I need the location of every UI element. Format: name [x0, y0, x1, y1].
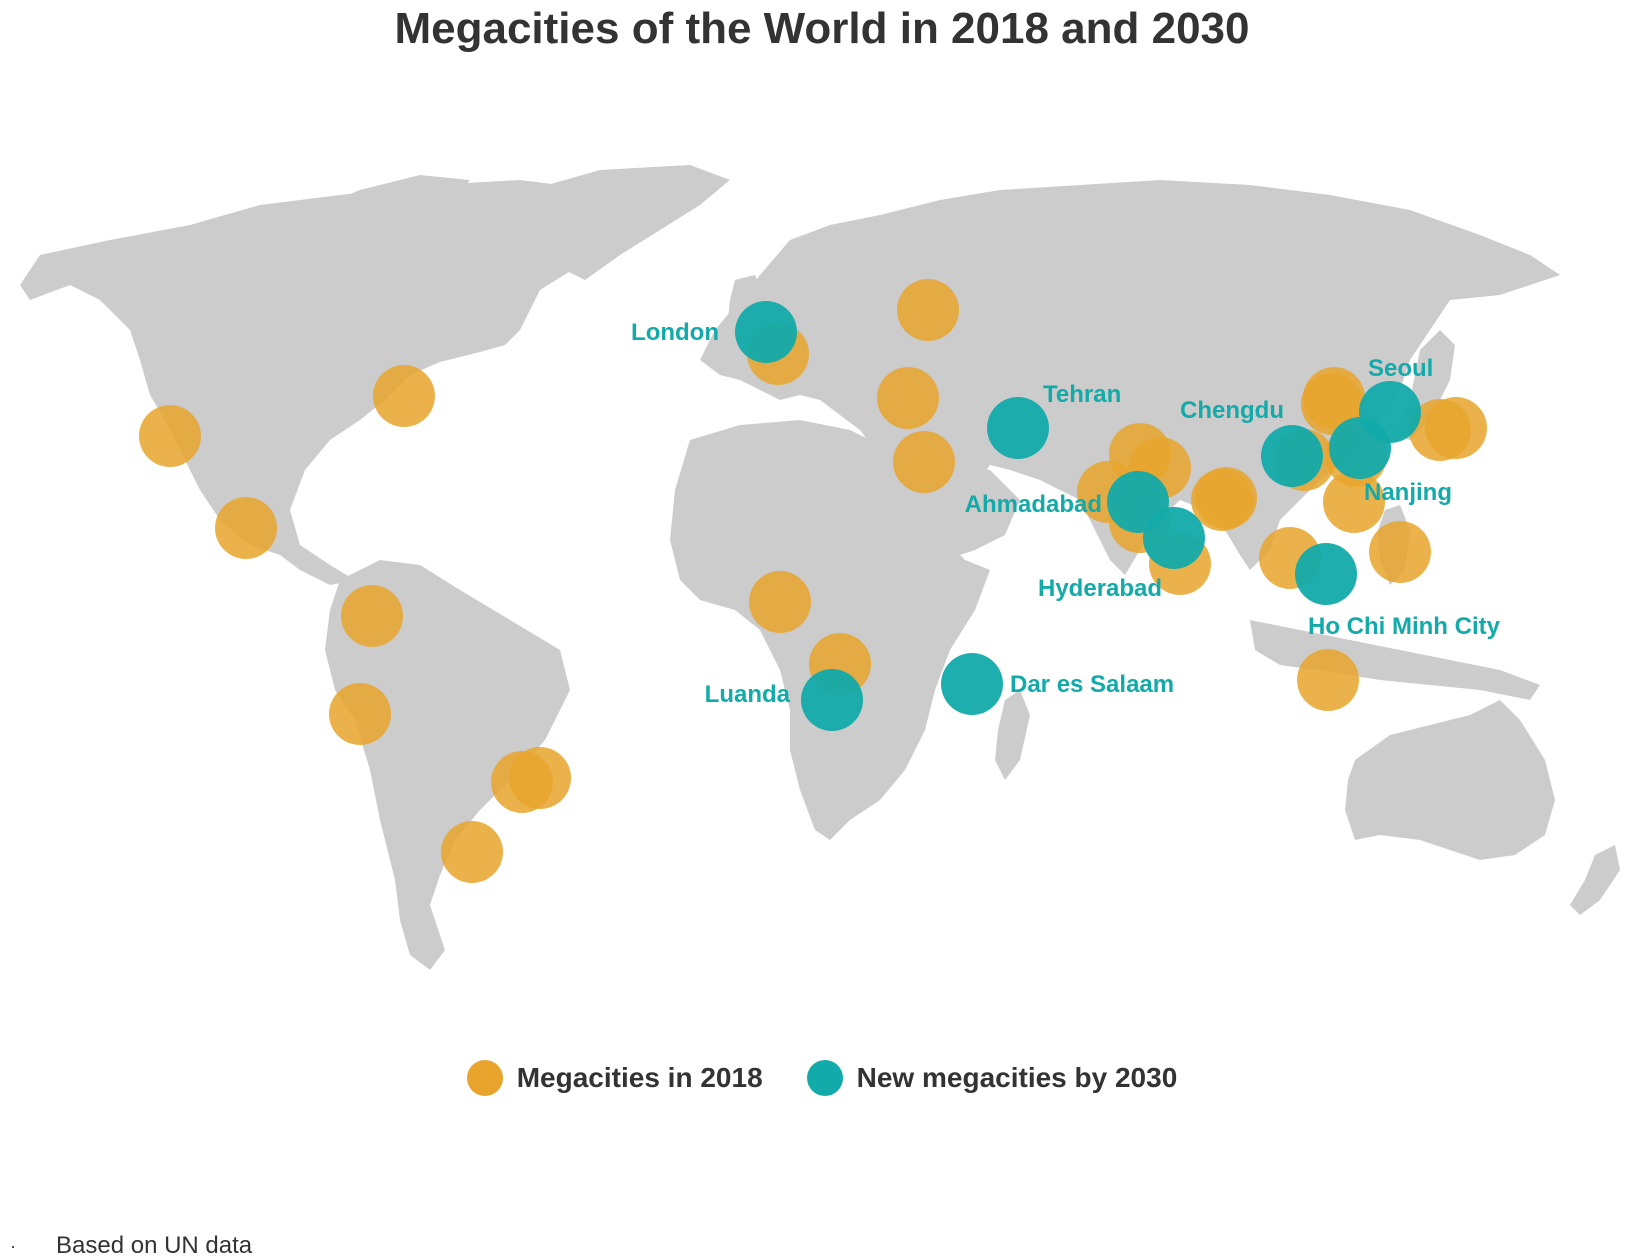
orange-circle-icon — [466, 1060, 503, 1096]
megacity-2018-marker-4 — [341, 585, 403, 647]
megacity-2018-marker-24 — [1303, 367, 1365, 429]
label-ahmadabad: Ahmadabad — [965, 491, 1102, 518]
megacity-2018-marker-11 — [877, 367, 939, 429]
south-america-shape — [325, 560, 570, 970]
megacity-2018-marker-10 — [897, 279, 959, 341]
megacity-2018-marker-3 — [215, 497, 277, 559]
label-chengdu: Chengdu — [1180, 397, 1284, 424]
indonesia-shape — [1250, 620, 1540, 700]
label-ho-chi-minh-city: Ho Chi Minh City — [1308, 613, 1501, 640]
legend: Megacities in 2018 New megacities by 203… — [0, 1060, 1644, 1096]
label-london: London — [631, 319, 719, 346]
megacity-markers — [139, 279, 1487, 883]
megacity-2018-marker-6 — [441, 821, 503, 883]
megacity-2018-marker-8 — [509, 747, 571, 809]
city-labels: London Tehran Chengdu Seoul Nanjing Ahma… — [631, 319, 1501, 708]
new-megacity-marker-luanda — [801, 669, 863, 731]
new-megacity-marker-ho-chi-minh-city — [1295, 543, 1357, 605]
footnote-bullet: · — [10, 1235, 16, 1256]
continents — [20, 165, 1620, 970]
new-megacity-marker-london — [735, 301, 797, 363]
arctic-islands-shape — [300, 175, 470, 225]
label-nanjing: Nanjing — [1364, 479, 1452, 506]
megacity-2018-marker-12 — [893, 431, 955, 493]
label-dar-es-salaam: Dar es Salaam — [1010, 671, 1174, 698]
legend-label-2018: Megacities in 2018 — [516, 1062, 763, 1093]
new-megacity-marker-dar-es-salaam — [941, 653, 1003, 715]
megacity-2018-marker-1 — [139, 405, 201, 467]
megacity-2018-marker-5 — [329, 683, 391, 745]
africa-shape — [670, 420, 990, 840]
greenland-shape — [530, 165, 730, 280]
new-megacity-marker-chengdu — [1261, 425, 1323, 487]
megacity-2018-marker-26 — [1323, 471, 1385, 533]
north-america-shape — [20, 180, 615, 585]
footnote: · Based on UN data — [10, 1232, 252, 1260]
megacity-2018-marker-13 — [749, 571, 811, 633]
new-megacity-marker-tehran — [987, 397, 1049, 459]
label-hyderabad: Hyderabad — [1038, 575, 1162, 602]
teal-circle-icon — [806, 1060, 843, 1096]
legend-item-2030: New megacities by 2030 — [806, 1060, 1178, 1096]
label-seoul: Seoul — [1368, 355, 1433, 382]
australia-shape — [1345, 700, 1555, 860]
megacity-2018-marker-29 — [1369, 521, 1431, 583]
megacity-2018-marker-21 — [1191, 469, 1253, 531]
megacity-2018-marker-2 — [373, 365, 435, 427]
megacity-2018-marker-30 — [1297, 649, 1359, 711]
label-tehran: Tehran — [1043, 381, 1121, 408]
legend-item-2018: Megacities in 2018 — [466, 1060, 763, 1096]
madagascar-shape — [995, 690, 1030, 780]
new-megacity-marker-nanjing — [1329, 417, 1391, 479]
megacity-2018-marker-28 — [1425, 397, 1487, 459]
new-zealand-shape — [1570, 845, 1620, 915]
legend-label-2030: New megacities by 2030 — [856, 1062, 1178, 1093]
footnote-text: Based on UN data — [56, 1232, 253, 1259]
map-title: Megacities of the World in 2018 and 2030 — [394, 4, 1250, 53]
label-luanda: Luanda — [705, 681, 791, 708]
new-megacity-marker-hyderabad — [1143, 507, 1205, 569]
